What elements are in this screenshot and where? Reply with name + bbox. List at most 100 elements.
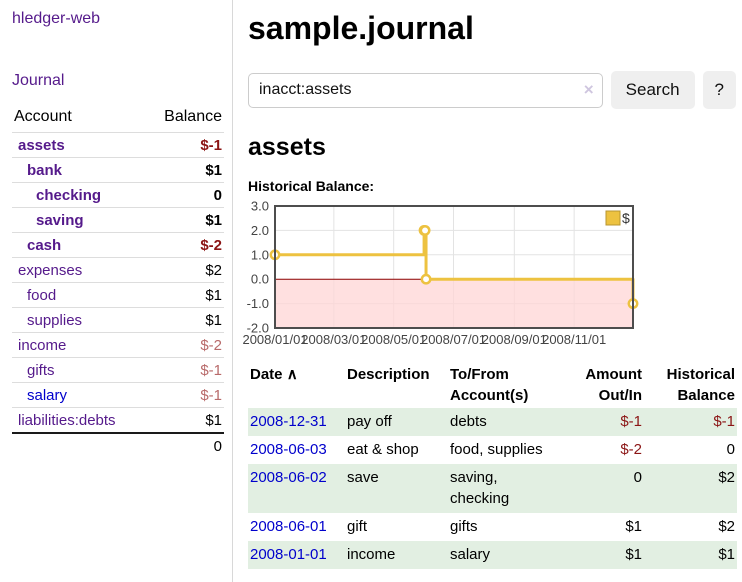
accounts-total-spacer xyxy=(12,432,145,458)
register-accounts: debts xyxy=(450,413,487,430)
register-amount: $1 xyxy=(625,518,642,535)
register-header-date[interactable]: Date ∧ xyxy=(250,366,298,383)
register-balance: $2 xyxy=(718,518,735,535)
register-row: 2008-06-01 gift gifts $1 $2 xyxy=(248,513,737,541)
data-point-marker[interactable] xyxy=(419,224,431,236)
account-row: saving $1 xyxy=(12,207,224,233)
account-row: assets $-1 xyxy=(12,132,224,158)
chart-label: Historical Balance: xyxy=(248,178,375,194)
search-button[interactable]: Search xyxy=(610,71,695,109)
register-description: pay off xyxy=(347,413,392,430)
register-table: Date ∧ Description To/From Account(s) Amo… xyxy=(248,362,737,569)
sidebar-account-link[interactable]: bank xyxy=(27,161,63,179)
account-row: gifts $-1 xyxy=(12,357,224,383)
register-header-amount: Amount Out/In xyxy=(585,366,642,404)
sidebar-account-link[interactable]: income xyxy=(18,336,67,354)
account-balance: $2 xyxy=(144,257,224,283)
register-balance: $1 xyxy=(718,546,735,563)
sidebar-account-link[interactable]: cash xyxy=(27,236,62,254)
account-row: salary $-1 xyxy=(12,382,224,408)
sidebar-item-journal[interactable]: Journal xyxy=(12,72,65,89)
account-balance: $-1 xyxy=(144,357,224,383)
register-accounts: gifts xyxy=(450,518,478,535)
account-row: cash $-2 xyxy=(12,232,224,258)
legend-swatch xyxy=(605,210,621,226)
accounts-header-account: Account xyxy=(14,108,72,125)
search-help-button[interactable]: ? xyxy=(702,71,736,109)
account-row: expenses $2 xyxy=(12,257,224,283)
accounts-total-value: 0 xyxy=(144,432,224,458)
account-row: bank $1 xyxy=(12,157,224,183)
register-header-description: Description xyxy=(347,366,430,383)
historical-balance-chart: $3.0 2.0 1.0 0.0 -1.0 -2.0 2008/01/01 2008/03/0… xyxy=(242,199,736,352)
register-row: 2008-01-01 income salary $1 $1 xyxy=(248,541,737,569)
chart-svg: $3.0 2.0 1.0 0.0 -1.0 -2.02008/01/012008/03/0… xyxy=(242,199,639,347)
sidebar-account-link[interactable]: salary xyxy=(27,386,68,404)
register-header-balance: Historical Balance xyxy=(666,366,735,404)
register-date-link[interactable]: 2008-06-01 xyxy=(250,518,327,535)
x-tick-label: 2008/03/01 xyxy=(301,332,366,347)
register-balance: $-1 xyxy=(713,413,735,430)
register-header-accounts: To/From Account(s) xyxy=(450,366,529,404)
register-amount: $-2 xyxy=(620,441,642,458)
y-tick-label: 2.0 xyxy=(251,223,269,238)
register-row: 2008-06-03 eat & shop food, supplies $-2 0 xyxy=(248,436,737,464)
sidebar-account-link[interactable]: gifts xyxy=(27,361,55,379)
register-balance: $2 xyxy=(718,469,735,486)
sidebar: hledger-web Journal Account Balance asse… xyxy=(0,0,233,582)
account-row: checking 0 xyxy=(12,182,224,208)
register-balance: 0 xyxy=(726,441,735,458)
account-balance: $-2 xyxy=(144,332,224,358)
sidebar-account-link[interactable]: expenses xyxy=(18,261,83,279)
accounts-total-row: 0 xyxy=(12,432,224,458)
page-title: sample.journal xyxy=(248,10,474,46)
clear-search-icon[interactable]: × xyxy=(583,79,594,99)
register-accounts: saving, checking xyxy=(450,469,510,507)
x-tick-label: 2008/05/01 xyxy=(361,332,426,347)
register-description: save xyxy=(347,469,379,486)
register-date-link[interactable]: 2008-01-01 xyxy=(250,546,327,563)
account-row: liabilities:debts $1 xyxy=(12,407,224,433)
x-tick-label: 2008/11/01 xyxy=(542,332,606,347)
sidebar-account-link[interactable]: supplies xyxy=(27,311,83,329)
account-balance: $1 xyxy=(144,307,224,333)
y-tick-label: -1.0 xyxy=(247,296,269,311)
brand-link[interactable]: hledger-web xyxy=(12,10,101,27)
account-balance: $1 xyxy=(144,407,224,433)
sidebar-account-link[interactable]: assets xyxy=(18,136,65,154)
register-date-link[interactable]: 2008-06-02 xyxy=(250,469,327,486)
register-date-link[interactable]: 2008-12-31 xyxy=(250,413,327,430)
y-tick-label: 3.0 xyxy=(251,199,269,214)
x-tick-label: 2008/07/01 xyxy=(421,332,486,347)
account-balance: $1 xyxy=(144,207,224,233)
account-balance: 0 xyxy=(144,182,224,208)
register-row: 2008-12-31 pay off debts $-1 $-1 xyxy=(248,408,737,436)
register-amount: $-1 xyxy=(620,413,642,430)
register-description: gift xyxy=(347,518,368,535)
register-date-link[interactable]: 2008-06-03 xyxy=(250,441,327,458)
register-accounts: salary xyxy=(450,546,491,563)
x-tick-label: 2008/09/01 xyxy=(482,332,547,347)
sidebar-account-link[interactable]: saving xyxy=(36,211,84,229)
y-tick-label: 0.0 xyxy=(251,272,269,287)
accounts-table: Account Balance assets $-1 bank $1 checking 0… xyxy=(12,104,224,458)
y-tick-label: 1.0 xyxy=(251,247,269,262)
account-row: food $1 xyxy=(12,282,224,308)
account-balance: $-1 xyxy=(144,132,224,158)
register-header-row: Date ∧ Description To/From Account(s) Amo… xyxy=(248,362,737,408)
account-title: assets xyxy=(248,133,326,161)
legend-label: $ xyxy=(622,210,630,226)
sidebar-account-link[interactable]: food xyxy=(27,286,57,304)
data-point-marker[interactable] xyxy=(420,273,432,285)
sidebar-account-link[interactable]: liabilities:debts xyxy=(18,411,116,429)
accounts-header-row: Account Balance xyxy=(12,104,224,133)
search-input[interactable] xyxy=(248,72,603,108)
y-tick-label: -2.0 xyxy=(247,321,269,336)
search-form: × Search ? xyxy=(248,71,736,109)
sidebar-account-link[interactable]: checking xyxy=(36,186,102,204)
register-description: eat & shop xyxy=(347,441,419,458)
sort-asc-icon: ∧ xyxy=(286,366,298,383)
main-content: sample.journal × Search ? assets Histori… xyxy=(234,0,742,569)
search-box: × xyxy=(248,72,603,108)
